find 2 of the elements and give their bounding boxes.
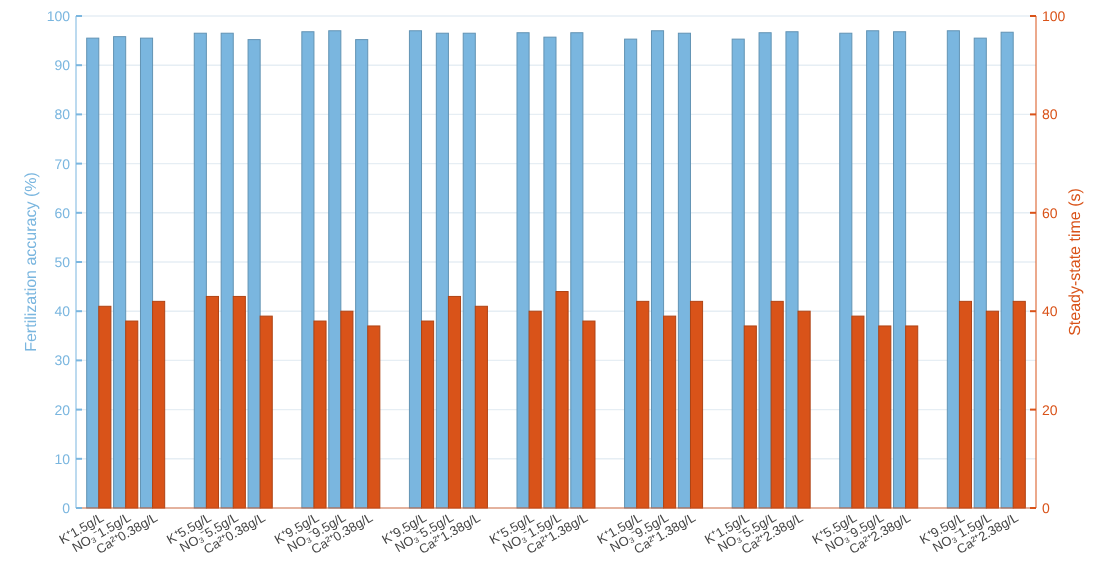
y2-axis-title: Steady-state time (s) <box>1066 187 1084 336</box>
y-axis-title: Fertilization accuracy (%) <box>22 171 40 352</box>
